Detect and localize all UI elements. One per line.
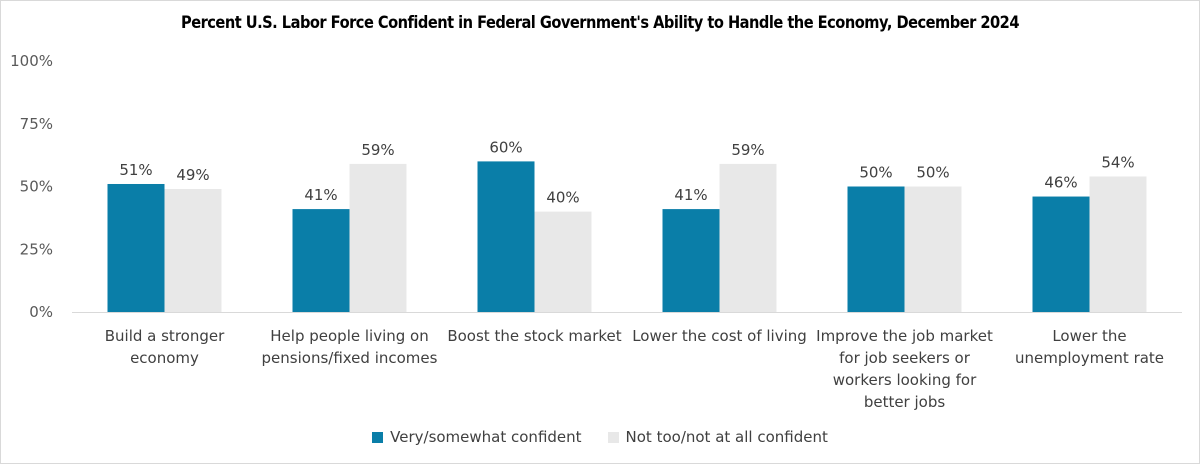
y-tick-label: 0% <box>29 303 53 321</box>
data-label: 59% <box>731 141 764 159</box>
chart-legend: Very/somewhat confident Not too/not at a… <box>0 428 1200 446</box>
category-label: Boost the stock market <box>447 327 621 345</box>
category-label-line: economy <box>130 349 199 367</box>
category-label-line: Build a stronger <box>105 327 225 345</box>
bar <box>292 209 350 312</box>
legend-item-confident: Very/somewhat confident <box>372 428 582 446</box>
data-label: 60% <box>489 138 522 156</box>
data-label: 59% <box>361 141 394 159</box>
data-label: 51% <box>119 161 152 179</box>
bar <box>904 186 962 312</box>
category-label-line: unemployment rate <box>1015 349 1164 367</box>
data-label: 49% <box>176 166 209 184</box>
legend-label-not-confident: Not too/not at all confident <box>625 428 828 446</box>
data-label: 50% <box>916 164 949 182</box>
category-label: Improve the job market for job seekers or… <box>816 327 993 411</box>
category-label-line: Improve the job market <box>816 327 993 345</box>
data-label: 41% <box>304 186 337 204</box>
category-label-line: workers looking for <box>833 371 977 389</box>
bar <box>349 163 407 312</box>
category-label-line: Boost the stock market <box>447 327 621 345</box>
bar <box>477 161 535 312</box>
y-tick-label: 75% <box>20 115 53 133</box>
bar <box>1032 196 1090 312</box>
chart-title: Percent U.S. Labor Force Confident in Fe… <box>180 13 1020 33</box>
bar <box>1089 176 1147 312</box>
bar <box>719 163 777 312</box>
bar <box>164 189 222 312</box>
y-tick-label: 50% <box>20 178 53 196</box>
category-label-line: better jobs <box>864 393 946 411</box>
legend-swatch-confident <box>372 431 384 443</box>
category-label-line: Lower the cost of living <box>632 327 807 345</box>
category-label-line: for job seekers or <box>839 349 971 367</box>
bar <box>662 209 720 312</box>
category-label: Lower the unemployment rate <box>1015 327 1164 367</box>
category-label-line: Lower the <box>1052 327 1126 345</box>
category-label-line: Help people living on <box>270 327 428 345</box>
legend-swatch-not-confident <box>607 431 619 443</box>
data-label: 54% <box>1101 153 1134 171</box>
data-label: 40% <box>546 189 579 207</box>
y-tick-label: 100% <box>10 52 53 70</box>
category-label-line: pensions/fixed incomes <box>262 349 438 367</box>
bar <box>107 183 165 312</box>
legend-label-confident: Very/somewhat confident <box>390 428 582 446</box>
category-label: Help people living on pensions/fixed inco… <box>262 327 438 367</box>
legend-item-not-confident: Not too/not at all confident <box>607 428 828 446</box>
category-label: Build a stronger economy <box>105 327 225 367</box>
bar <box>847 186 905 312</box>
bar <box>534 211 592 312</box>
data-label: 46% <box>1044 174 1077 192</box>
data-label: 50% <box>859 164 892 182</box>
y-tick-label: 25% <box>20 240 53 258</box>
category-label: Lower the cost of living <box>632 327 807 345</box>
data-label: 41% <box>674 186 707 204</box>
